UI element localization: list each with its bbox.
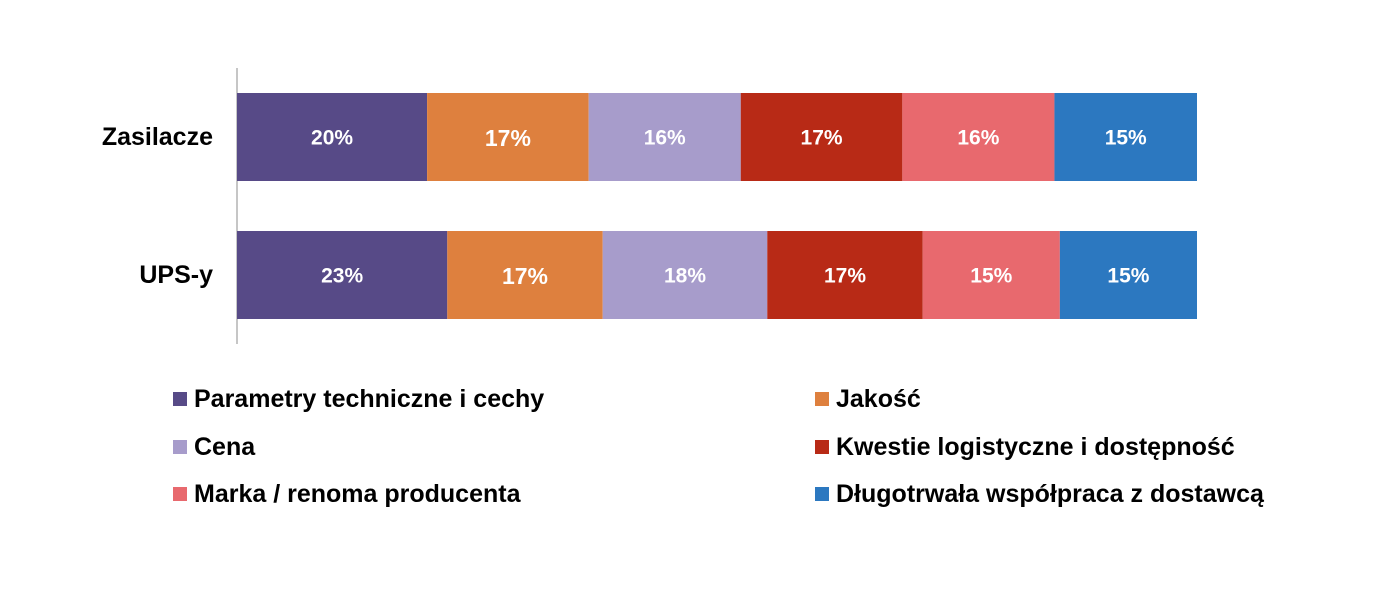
bar-segment-zasilacze-cena [588,93,741,181]
bar-segment-ups-y-kwestie-logistyczne-i-dostepnosc [767,231,923,319]
legend-item-dlugotrwala-wspolpraca-z-dostawca: Długotrwała współpraca z dostawcą [815,480,1265,508]
data-label-zasilacze-kwestie-logistyczne-i-dostepnosc: 17% [801,127,843,150]
legend-item-jakosc: Jakość [815,385,921,413]
bar-segment-ups-y-dlugotrwala-wspolpraca-z-dostawca [1059,231,1197,319]
data-label-ups-y-cena: 18% [664,265,706,288]
bar-segment-zasilacze-dlugotrwala-wspolpraca-z-dostawca [1054,93,1197,181]
data-label-zasilacze-marka-renoma-producenta: 16% [957,127,999,150]
legend-label: Cena [194,433,256,461]
legend-swatch [173,392,187,406]
bar-segment-zasilacze-jakosc [427,93,589,181]
legend-swatch [173,440,187,454]
category-labels: Zasilacze UPS-y [102,123,213,289]
bar-segment-ups-y-marka-renoma-producenta [922,231,1060,319]
legend-swatch [815,440,829,454]
legend-item-cena: Cena [173,433,256,461]
legend: Parametry techniczne i cechy Jakość Cena Kw… [173,385,1265,508]
data-label-ups-y-dlugotrwala-wspolpraca-z-dostawca: 15% [1107,265,1149,288]
bar-segment-ups-y-parametry-techniczne-i-cechy [237,231,448,319]
legend-item-parametry-techniczne-i-cechy: Parametry techniczne i cechy [173,385,544,413]
data-label-ups-y-marka-renoma-producenta: 15% [970,265,1012,288]
legend-label: Marka / renoma producenta [194,480,522,508]
legend-item-kwestie-logistyczne-i-dostepnosc: Kwestie logistyczne i dostępność [815,433,1235,461]
bar-segment-zasilacze-parametry-techniczne-i-cechy [237,93,428,181]
data-label-zasilacze-cena: 16% [644,127,686,150]
category-label-zasilacze: Zasilacze [102,123,213,151]
legend-swatch [173,487,187,501]
legend-item-marka-renoma-producenta: Marka / renoma producenta [173,480,522,508]
bar-segment-zasilacze-marka-renoma-producenta [902,93,1055,181]
data-label-zasilacze-jakosc: 17% [485,125,531,151]
bar-segment-ups-y-cena [602,231,768,319]
bar-segment-ups-y-jakosc [447,231,603,319]
legend-label: Jakość [836,385,921,413]
category-label-ups-y: UPS-y [139,261,213,289]
bars-layer: 20% 17% 16% 17% 16% 15% 23% 17% 18% 17% 15% 15% [237,93,1197,319]
bar-segment-zasilacze-kwestie-logistyczne-i-dostepnosc [740,93,903,181]
legend-label: Kwestie logistyczne i dostępność [836,433,1235,461]
data-label-zasilacze-dlugotrwala-wspolpraca-z-dostawca: 15% [1105,127,1147,150]
data-label-ups-y-jakosc: 17% [502,263,548,289]
data-label-ups-y-kwestie-logistyczne-i-dostepnosc: 17% [824,265,866,288]
legend-label: Długotrwała współpraca z dostawcą [836,480,1265,508]
legend-label: Parametry techniczne i cechy [194,385,544,413]
legend-swatch [815,392,829,406]
data-label-zasilacze-parametry-techniczne-i-cechy: 20% [311,127,353,150]
data-label-ups-y-parametry-techniczne-i-cechy: 23% [321,265,363,288]
legend-swatch [815,487,829,501]
